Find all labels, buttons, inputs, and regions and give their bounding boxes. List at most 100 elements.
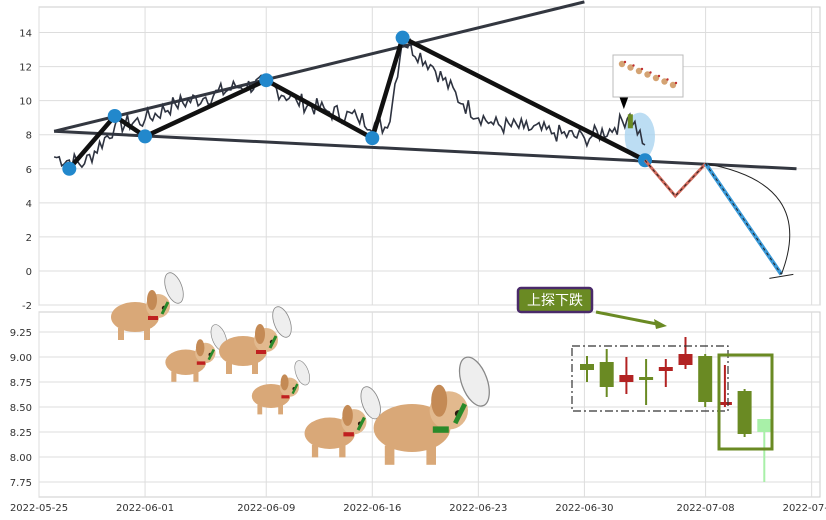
candle-y-tick-labels: 9.25 9.00 8.75 8.50 8.25 8.00 7.75 <box>10 328 32 489</box>
dog-leg <box>252 362 258 374</box>
annotation-arrow-head <box>654 319 667 329</box>
candle-panel-frame <box>38 311 821 498</box>
x-tick-label: 2022-07-08 <box>677 503 735 514</box>
inset-dog-dot <box>635 67 643 75</box>
y-tick-label: 14 <box>19 29 32 40</box>
dog-ear <box>431 384 448 417</box>
price-gridlines <box>38 7 820 306</box>
dog-leg <box>144 328 150 340</box>
trendline-lower <box>54 129 797 171</box>
dog-icon <box>219 306 292 374</box>
dog-racket <box>272 306 292 338</box>
dog-racket-handle <box>268 335 278 349</box>
dog-ear <box>195 339 205 357</box>
y-tick-label: 9.00 <box>10 353 32 364</box>
x-tick-label: 2022-05-25 <box>10 503 68 514</box>
y-tick-label: 2 <box>26 233 32 244</box>
price-panel: 14 12 10 8 6 4 2 0 -2 <box>19 0 821 312</box>
dog-leg <box>226 362 232 374</box>
inset-accent-dot <box>657 74 661 78</box>
dog-racket <box>294 360 310 386</box>
price-panel-frame <box>38 6 821 306</box>
annotation-arrow-shaft <box>595 310 658 326</box>
x-tick-label: 2022-06-09 <box>237 503 295 514</box>
selection-box <box>571 345 729 412</box>
annotation-arrow <box>595 310 667 329</box>
annotation-background <box>516 286 594 314</box>
dog-racket <box>360 386 381 420</box>
dog-racket <box>458 356 490 407</box>
price-line <box>53 37 646 169</box>
highlight-box <box>717 353 774 451</box>
price-y-tick-labels: 14 12 10 8 6 4 2 0 -2 <box>19 29 32 312</box>
dog-leg <box>426 445 436 465</box>
y-tick-label: 8.25 <box>10 428 32 439</box>
dog-collar <box>343 432 354 437</box>
dog-collar <box>148 316 158 320</box>
dog-racket-handle <box>291 383 299 395</box>
dog-racket <box>164 272 184 304</box>
dog-collar <box>432 426 449 433</box>
trendline-upper <box>53 0 585 133</box>
dog-racket-handle <box>160 301 170 315</box>
pivot-point <box>259 73 274 88</box>
x-tick-label: 2022-06-23 <box>449 503 507 514</box>
dog-leg <box>257 404 263 415</box>
candle-body <box>619 375 634 382</box>
pivot-point <box>107 108 122 123</box>
pivot-point <box>138 129 153 144</box>
projection-arc-tick <box>769 273 794 279</box>
dog-leg <box>384 445 395 465</box>
inset-accent-dot <box>623 60 627 64</box>
inset-dog-dot <box>652 74 660 82</box>
dog-racket-handle <box>453 402 467 425</box>
inset-dog-dot <box>618 60 626 68</box>
y-tick-label: 8.00 <box>10 453 32 464</box>
y-tick-label: 8.75 <box>10 378 32 389</box>
dog-leg <box>339 444 346 458</box>
pivot-point <box>62 161 77 176</box>
inset-dog-dot <box>627 64 634 71</box>
projection-down-line <box>643 159 707 199</box>
y-tick-label: -2 <box>22 301 32 312</box>
annotation-box: 上探下跌 <box>516 286 594 314</box>
x-tick-label: 2022-06-16 <box>343 503 401 514</box>
candle-body <box>717 402 732 405</box>
y-tick-label: 12 <box>19 63 32 74</box>
x-tick-label: 2022-06-01 <box>116 503 174 514</box>
inset-dog-dot <box>669 81 677 89</box>
dog-collar <box>256 350 266 354</box>
dog-ear <box>147 290 157 310</box>
inset-accent-dot <box>666 78 669 81</box>
dog-icon <box>251 360 310 415</box>
dog-leg <box>278 404 283 415</box>
pointer-arrow-head <box>618 95 629 110</box>
y-tick-label: 8 <box>26 131 32 142</box>
pointer-marker <box>627 114 633 129</box>
candle-body <box>580 364 594 370</box>
inset-accent-dot <box>649 71 652 74</box>
dog-icon <box>111 272 184 340</box>
dog-leg <box>118 328 124 340</box>
candle-body <box>698 356 713 402</box>
candle-panel: 9.259.008.758.508.258.007.75 2022-05-25 2… <box>10 311 826 514</box>
dog-racket-handle <box>356 416 366 431</box>
x-tick-label: 2022-06-30 <box>555 503 613 514</box>
projection-arc <box>705 163 791 275</box>
candle-body <box>658 367 673 371</box>
inset-dog-dot <box>661 78 668 85</box>
candle-body <box>737 391 752 434</box>
candle-body <box>678 354 693 365</box>
y-tick-label: 9.25 <box>10 328 32 339</box>
dog-icon <box>165 324 228 382</box>
pivot-point <box>395 30 410 45</box>
dog-leg <box>171 371 177 382</box>
pivot-point <box>365 131 380 146</box>
inset-dog-dot <box>644 71 651 78</box>
candle-body <box>599 362 614 387</box>
candle-body <box>757 419 772 432</box>
dog-ear <box>280 374 289 391</box>
inset-accent-dot <box>640 67 644 71</box>
dog-ear <box>255 324 265 344</box>
